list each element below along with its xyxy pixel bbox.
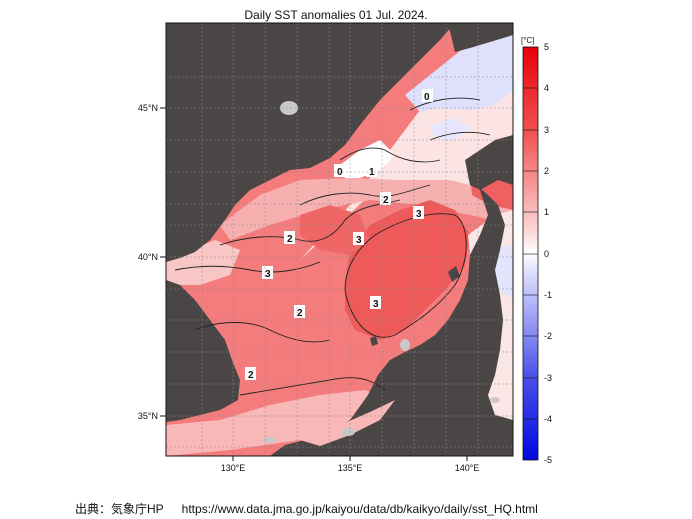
contour-label: 0 — [424, 92, 430, 103]
contour-lines — [174, 97, 491, 396]
contour-label-group: 0 0 1 2 3 2 3 3 2 3 2 — [245, 89, 433, 381]
colorbar-tick-label: -2 — [544, 331, 553, 341]
contour-label: 2 — [287, 234, 293, 245]
seto-inland-sea — [300, 400, 395, 446]
colorbar-tick-label: -3 — [544, 373, 553, 383]
island-oki — [370, 336, 378, 346]
lake-inland — [341, 428, 355, 436]
lon-label-130e: 130°E — [221, 463, 246, 473]
lake-kasumigaura — [490, 397, 500, 403]
lon-label-135e: 135°E — [338, 463, 363, 473]
lat-label-40n: 40°N — [138, 252, 158, 262]
white-coastal-band — [340, 140, 395, 178]
western-pale-strip — [166, 240, 240, 285]
land-korea-south — [166, 280, 240, 422]
colorbar-tick-label: -4 — [544, 414, 553, 424]
map-title: Daily SST anomalies 01 Jul. 2024. — [244, 8, 428, 22]
land-honshu — [270, 175, 513, 456]
colorbar-tick-label: 0 — [544, 249, 550, 259]
colorbar-tick-label: 1 — [544, 207, 550, 217]
pale-blue-patch-mid — [430, 118, 470, 140]
contour-label: 3 — [265, 269, 271, 280]
colorbar — [522, 46, 539, 461]
colorbar-tick-label: 4 — [544, 83, 550, 93]
contour-label: 2 — [248, 370, 254, 381]
source-url-link[interactable]: https://www.data.jma.go.jp/kaiyou/data/d… — [181, 502, 538, 516]
colorbar-unit: [°C] — [521, 36, 535, 45]
colorbar-tick-label: 3 — [544, 125, 550, 135]
colorbar-ticks — [523, 87, 538, 420]
colorbar-tick-label: -1 — [544, 290, 553, 300]
light-red-band-north — [220, 178, 513, 240]
contour-label: 3 — [373, 299, 379, 310]
land-asia-mainland — [166, 23, 455, 262]
source-credit: 出典：気象庁HP https://www.data.jma.go.jp/kaiyo… — [75, 500, 556, 517]
lon-label-140e: 140°E — [455, 463, 480, 473]
island-sado — [448, 266, 460, 282]
colorbar-tick-label: 2 — [544, 166, 550, 176]
contour-label: 3 — [356, 235, 362, 246]
land-hokkaido — [448, 23, 513, 52]
source-label: 出典：気象庁HP — [75, 502, 164, 516]
axis-ticks — [160, 107, 468, 461]
lat-label-45n: 45°N — [138, 103, 158, 113]
warm-core-center — [300, 205, 370, 255]
lake-hanka — [280, 101, 298, 115]
contour-label: 1 — [369, 167, 375, 178]
contour-label: 2 — [297, 308, 303, 319]
colorbar-tick-label: -5 — [544, 455, 553, 465]
southern-pale-band — [166, 390, 390, 456]
contour-label: 2 — [383, 195, 389, 206]
lake-biwa — [400, 339, 410, 351]
contour-label: 0 — [337, 167, 343, 178]
colorbar-tick-label: 5 — [544, 42, 550, 52]
graticule — [166, 23, 513, 456]
contour-label: 3 — [416, 209, 422, 220]
lake-inland-2 — [264, 437, 276, 443]
land-hokkaido-south — [465, 135, 513, 190]
map-area: 0 0 1 2 3 2 3 3 2 3 2 — [166, 23, 513, 456]
map-frame — [165, 22, 514, 457]
lat-label-35n: 35°N — [138, 411, 158, 421]
